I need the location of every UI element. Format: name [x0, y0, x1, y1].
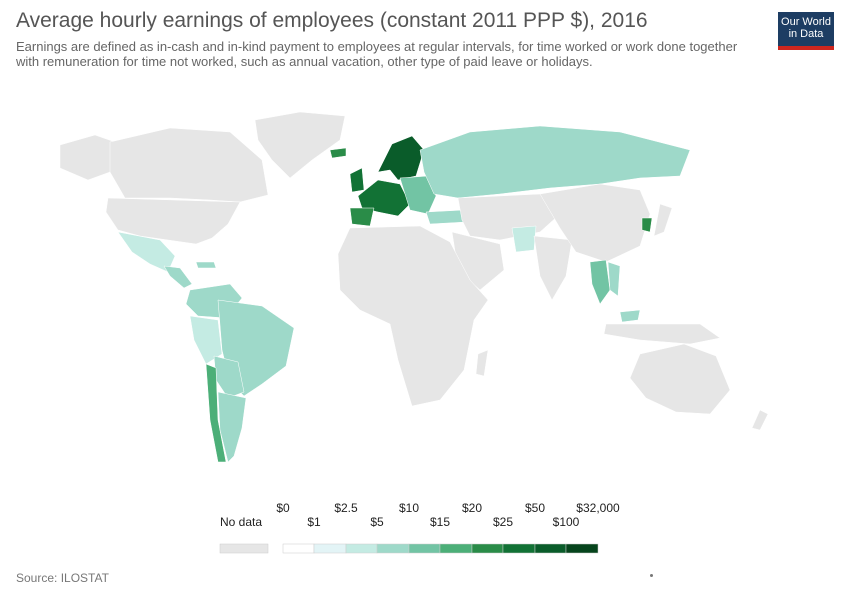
legend-no-data-label: No data [220, 515, 262, 529]
legend-bin-4[interactable] [408, 543, 441, 554]
legend-bottom-label-4: $100 [553, 515, 580, 529]
region-madagascar[interactable] [475, 349, 489, 377]
legend-bin-3[interactable] [376, 543, 410, 554]
legend-top-label-1: $2.5 [334, 501, 358, 515]
legend-bottom-label-1: $5 [370, 515, 384, 529]
region-iberia[interactable] [349, 207, 375, 227]
legend-top-label-4: $50 [525, 501, 545, 515]
owid-logo[interactable]: Our World in Data [778, 12, 834, 50]
legend-bin-8[interactable] [534, 543, 567, 554]
region-vietnam[interactable] [607, 261, 621, 297]
region-india[interactable] [533, 235, 573, 301]
legend-bin-7[interactable] [502, 543, 536, 554]
region-iceland[interactable] [329, 147, 347, 159]
legend-bin-0[interactable] [282, 543, 315, 554]
decorative-dot [650, 574, 653, 577]
region-africa[interactable] [337, 225, 489, 407]
region-russia[interactable] [419, 125, 691, 199]
region-korea[interactable] [641, 217, 653, 233]
legend-bottom-label-2: $15 [430, 515, 450, 529]
region-australia[interactable] [629, 343, 731, 415]
legend-bin-2[interactable] [345, 543, 378, 554]
region-usa[interactable] [105, 197, 241, 245]
region-new-zealand[interactable] [751, 409, 769, 431]
region-eastern-europe[interactable] [399, 175, 437, 215]
region-pakistan[interactable] [511, 225, 537, 253]
legend-bin-1[interactable] [313, 543, 347, 554]
legend-bin-6[interactable] [471, 543, 504, 554]
region-caribbean[interactable] [195, 261, 217, 269]
logo-line-2: in Data [788, 28, 824, 40]
legend-top-label-3: $20 [462, 501, 482, 515]
region-malaysia[interactable] [619, 309, 641, 323]
chart-title: Average hourly earnings of employees (co… [16, 9, 648, 32]
region-uk[interactable] [349, 167, 365, 193]
logo-line-1: Our World [781, 16, 831, 28]
region-central-america[interactable] [163, 265, 193, 289]
region-chile[interactable] [205, 363, 227, 463]
legend-bottom-label-3: $25 [493, 515, 513, 529]
legend-top-label-5: $32,000 [576, 501, 620, 515]
region-china[interactable] [539, 183, 651, 263]
world-map [59, 111, 769, 463]
region-thailand[interactable] [589, 259, 611, 305]
region-indonesia[interactable] [603, 323, 721, 345]
legend-top-label-2: $10 [399, 501, 419, 515]
region-scandinavia[interactable] [377, 135, 425, 181]
legend-bottom-label-0: $1 [307, 515, 321, 529]
legend-bin-5[interactable] [439, 543, 473, 554]
legend-bin-9[interactable] [565, 543, 599, 554]
legend-top-label-0: $0 [276, 501, 290, 515]
chart-subtitle: Earnings are defined as in-cash and in-k… [16, 39, 738, 69]
region-greenland[interactable] [254, 111, 346, 179]
source-note: Source: ILOSTAT [16, 571, 109, 585]
region-japan[interactable] [653, 203, 673, 237]
legend-no-data-swatch[interactable] [219, 543, 269, 554]
